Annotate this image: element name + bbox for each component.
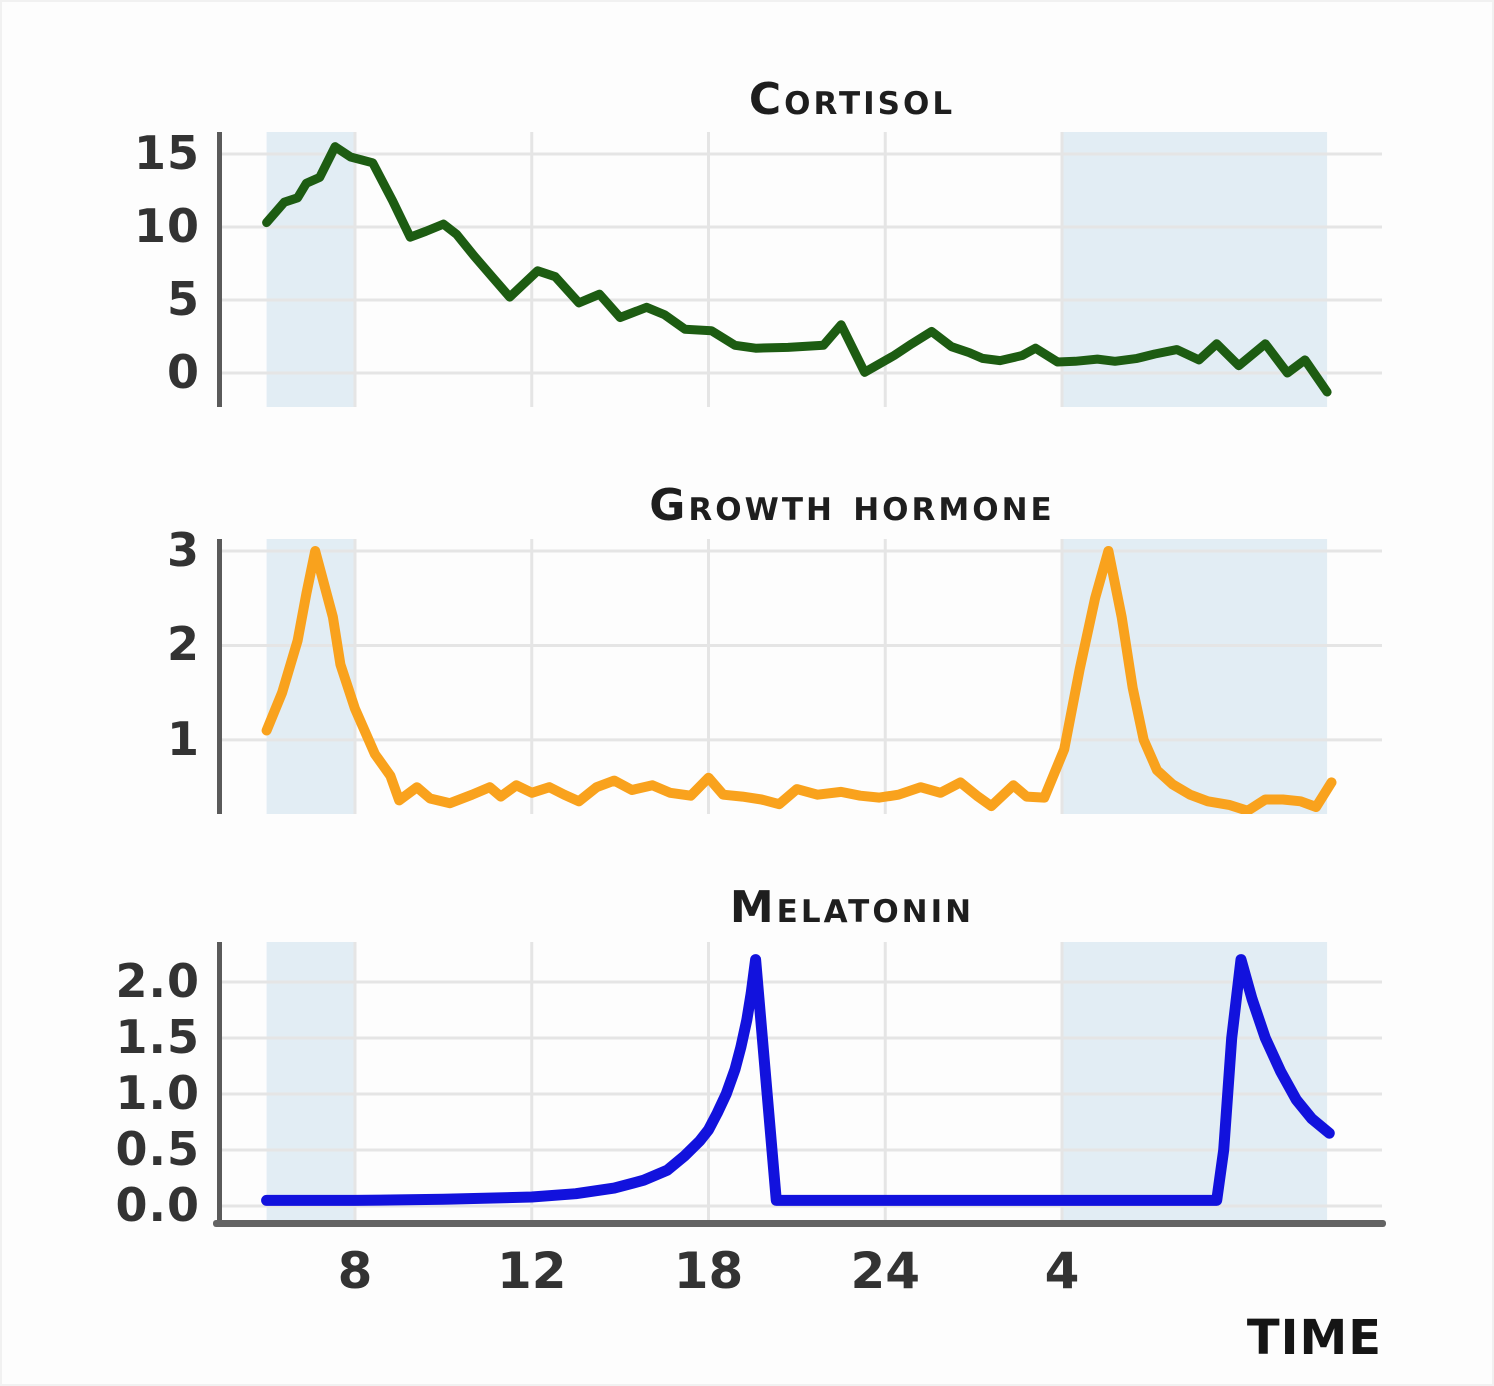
y-tick-label: 5 [166,272,200,326]
cortisol-line [262,142,1332,397]
y-tick-label: 1.5 [115,1009,200,1064]
x-tick-label: 8 [337,1242,373,1300]
x-tick-label: 12 [496,1242,567,1300]
y-tick-label: 0.5 [115,1121,200,1176]
melatonin-title: Melatonin [729,882,975,933]
night-shading-band [266,942,355,1220]
cortisol-chart [217,132,1382,407]
x-axis-title: TIME [1246,1310,1382,1366]
melatonin-line [261,954,1335,1206]
growth-hormone-title: Growth hormone [649,480,1055,531]
night-shading-band [266,132,355,407]
x-tick-label: 24 [850,1242,921,1300]
y-tick-label: 1.0 [115,1065,200,1120]
x-tick-label: 4 [1044,1242,1080,1300]
y-tick-label: 2 [166,617,200,672]
x-tick-label: 18 [673,1242,744,1300]
growth-hormone-chart [217,539,1382,814]
growth-hormone-line [261,546,1337,814]
cortisol-title: Cortisol [748,74,956,125]
y-tick-label: 0.0 [115,1177,200,1232]
y-tick-label: 2.0 [115,953,200,1008]
y-tick-label: 0 [166,344,200,399]
x-axis-line [213,1220,1386,1227]
night-shading-band [1062,539,1328,814]
y-tick-label: 1 [166,711,200,766]
y-tick-label: 3 [166,522,200,577]
y-tick-label: 10 [133,199,200,254]
y-tick-label: 15 [133,126,200,181]
melatonin-chart [217,942,1382,1220]
